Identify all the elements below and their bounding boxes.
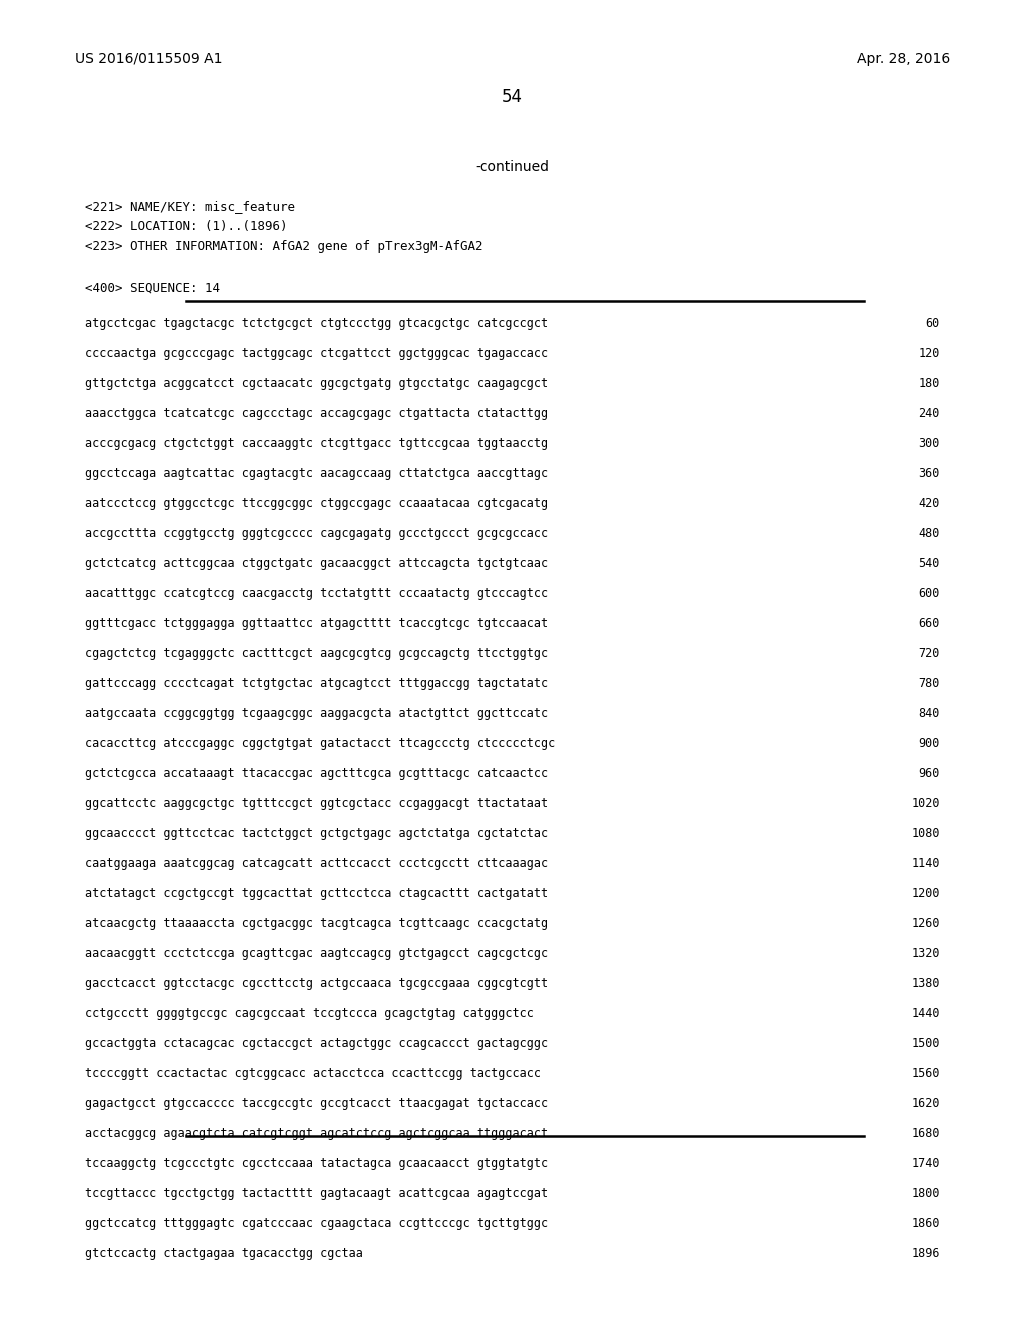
Text: gacctcacct ggtcctacgc cgccttcctg actgccaaca tgcgccgaaa cggcgtcgtt: gacctcacct ggtcctacgc cgccttcctg actgcca… <box>85 977 549 990</box>
Text: 54: 54 <box>502 88 522 106</box>
Text: 1440: 1440 <box>911 1007 940 1020</box>
Text: ggctccatcg tttgggagtc cgatcccaac cgaagctaca ccgttcccgc tgcttgtggc: ggctccatcg tttgggagtc cgatcccaac cgaagct… <box>85 1217 549 1230</box>
Text: gttgctctga acggcatcct cgctaacatc ggcgctgatg gtgcctatgc caagagcgct: gttgctctga acggcatcct cgctaacatc ggcgctg… <box>85 378 549 389</box>
Text: ggcctccaga aagtcattac cgagtacgtc aacagccaag cttatctgca aaccgttagc: ggcctccaga aagtcattac cgagtacgtc aacagcc… <box>85 467 549 480</box>
Text: cacaccttcg atcccgaggc cggctgtgat gatactacct ttcagccctg ctccccctcgc: cacaccttcg atcccgaggc cggctgtgat gatacta… <box>85 737 555 750</box>
Text: tccgttaccc tgcctgctgg tactactttt gagtacaagt acattcgcaa agagtccgat: tccgttaccc tgcctgctgg tactactttt gagtaca… <box>85 1187 549 1200</box>
Text: 660: 660 <box>919 616 940 630</box>
Text: aacaacggtt ccctctccga gcagttcgac aagtccagcg gtctgagcct cagcgctcgc: aacaacggtt ccctctccga gcagttcgac aagtcca… <box>85 946 549 960</box>
Text: ggtttcgacc tctgggagga ggttaattcc atgagctttt tcaccgtcgc tgtccaacat: ggtttcgacc tctgggagga ggttaattcc atgagct… <box>85 616 549 630</box>
Text: <400> SEQUENCE: 14: <400> SEQUENCE: 14 <box>85 282 220 294</box>
Text: ggcaacccct ggttcctcac tactctggct gctgctgagc agctctatga cgctatctac: ggcaacccct ggttcctcac tactctggct gctgctg… <box>85 828 549 840</box>
Text: 1896: 1896 <box>911 1247 940 1261</box>
Text: Apr. 28, 2016: Apr. 28, 2016 <box>857 51 950 66</box>
Text: atcaacgctg ttaaaaccta cgctgacggc tacgtcagca tcgttcaagc ccacgctatg: atcaacgctg ttaaaaccta cgctgacggc tacgtca… <box>85 917 549 931</box>
Text: 1500: 1500 <box>911 1038 940 1049</box>
Text: 1380: 1380 <box>911 977 940 990</box>
Text: ggcattcctc aaggcgctgc tgtttccgct ggtcgctacc ccgaggacgt ttactataat: ggcattcctc aaggcgctgc tgtttccgct ggtcgct… <box>85 797 549 810</box>
Text: 1800: 1800 <box>911 1187 940 1200</box>
Text: 900: 900 <box>919 737 940 750</box>
Text: 1080: 1080 <box>911 828 940 840</box>
Text: atgcctcgac tgagctacgc tctctgcgct ctgtccctgg gtcacgctgc catcgccgct: atgcctcgac tgagctacgc tctctgcgct ctgtccc… <box>85 317 549 330</box>
Text: aatgccaata ccggcggtgg tcgaagcggc aaggacgcta atactgttct ggcttccatc: aatgccaata ccggcggtgg tcgaagcggc aaggacg… <box>85 708 549 719</box>
Text: <222> LOCATION: (1)..(1896): <222> LOCATION: (1)..(1896) <box>85 220 288 234</box>
Text: gattcccagg cccctcagat tctgtgctac atgcagtcct tttggaccgg tagctatatc: gattcccagg cccctcagat tctgtgctac atgcagt… <box>85 677 549 690</box>
Text: 60: 60 <box>926 317 940 330</box>
Text: 1200: 1200 <box>911 887 940 900</box>
Text: 120: 120 <box>919 347 940 360</box>
Text: 780: 780 <box>919 677 940 690</box>
Text: 1740: 1740 <box>911 1158 940 1170</box>
Text: 1020: 1020 <box>911 797 940 810</box>
Text: 480: 480 <box>919 527 940 540</box>
Text: aaacctggca tcatcatcgc cagccctagc accagcgagc ctgattacta ctatacttgg: aaacctggca tcatcatcgc cagccctagc accagcg… <box>85 407 549 420</box>
Text: aacatttggc ccatcgtccg caacgacctg tcctatgttt cccaatactg gtcccagtcc: aacatttggc ccatcgtccg caacgacctg tcctatg… <box>85 587 549 601</box>
Text: 600: 600 <box>919 587 940 601</box>
Text: tccaaggctg tcgccctgtc cgcctccaaa tatactagca gcaacaacct gtggtatgtc: tccaaggctg tcgccctgtc cgcctccaaa tatacta… <box>85 1158 549 1170</box>
Text: 240: 240 <box>919 407 940 420</box>
Text: 960: 960 <box>919 767 940 780</box>
Text: -continued: -continued <box>475 160 549 174</box>
Text: ccccaactga gcgcccgagc tactggcagc ctcgattcct ggctgggcac tgagaccacc: ccccaactga gcgcccgagc tactggcagc ctcgatt… <box>85 347 549 360</box>
Text: 360: 360 <box>919 467 940 480</box>
Text: US 2016/0115509 A1: US 2016/0115509 A1 <box>75 51 222 66</box>
Text: 1560: 1560 <box>911 1067 940 1080</box>
Text: aatccctccg gtggcctcgc ttccggcggc ctggccgagc ccaaatacaa cgtcgacatg: aatccctccg gtggcctcgc ttccggcggc ctggccg… <box>85 498 549 510</box>
Text: 180: 180 <box>919 378 940 389</box>
Text: 1140: 1140 <box>911 857 940 870</box>
Text: accgccttta ccggtgcctg gggtcgcccc cagcgagatg gccctgccct gcgcgccacc: accgccttta ccggtgcctg gggtcgcccc cagcgag… <box>85 527 549 540</box>
Text: gtctccactg ctactgagaa tgacacctgg cgctaa: gtctccactg ctactgagaa tgacacctgg cgctaa <box>85 1247 364 1261</box>
Text: 1620: 1620 <box>911 1097 940 1110</box>
Text: acctacggcg agaacgtcta catcgtcggt agcatctccg agctcggcaa ttgggacact: acctacggcg agaacgtcta catcgtcggt agcatct… <box>85 1127 549 1140</box>
Text: 420: 420 <box>919 498 940 510</box>
Text: 720: 720 <box>919 647 940 660</box>
Text: gctctcatcg acttcggcaa ctggctgatc gacaacggct attccagcta tgctgtcaac: gctctcatcg acttcggcaa ctggctgatc gacaacg… <box>85 557 549 570</box>
Text: cgagctctcg tcgagggctc cactttcgct aagcgcgtcg gcgccagctg ttcctggtgc: cgagctctcg tcgagggctc cactttcgct aagcgcg… <box>85 647 549 660</box>
Text: gagactgcct gtgccacccc taccgccgtc gccgtcacct ttaacgagat tgctaccacc: gagactgcct gtgccacccc taccgccgtc gccgtca… <box>85 1097 549 1110</box>
Text: 1260: 1260 <box>911 917 940 931</box>
Text: 840: 840 <box>919 708 940 719</box>
Text: tccccggtt ccactactac cgtcggcacc actacctcca ccacttccgg tactgccacc: tccccggtt ccactactac cgtcggcacc actacctc… <box>85 1067 542 1080</box>
Text: 1320: 1320 <box>911 946 940 960</box>
Text: <223> OTHER INFORMATION: AfGA2 gene of pTrex3gM-AfGA2: <223> OTHER INFORMATION: AfGA2 gene of p… <box>85 240 482 253</box>
Text: atctatagct ccgctgccgt tggcacttat gcttcctcca ctagcacttt cactgatatt: atctatagct ccgctgccgt tggcacttat gcttcct… <box>85 887 549 900</box>
Text: caatggaaga aaatcggcag catcagcatt acttccacct ccctcgcctt cttcaaagac: caatggaaga aaatcggcag catcagcatt acttcca… <box>85 857 549 870</box>
Text: <221> NAME/KEY: misc_feature: <221> NAME/KEY: misc_feature <box>85 201 295 213</box>
Text: 540: 540 <box>919 557 940 570</box>
Text: acccgcgacg ctgctctggt caccaaggtc ctcgttgacc tgttccgcaa tggtaacctg: acccgcgacg ctgctctggt caccaaggtc ctcgttg… <box>85 437 549 450</box>
Text: 300: 300 <box>919 437 940 450</box>
Text: gccactggta cctacagcac cgctaccgct actagctggc ccagcaccct gactagcggc: gccactggta cctacagcac cgctaccgct actagct… <box>85 1038 549 1049</box>
Text: cctgccctt ggggtgccgc cagcgccaat tccgtccca gcagctgtag catgggctcc: cctgccctt ggggtgccgc cagcgccaat tccgtccc… <box>85 1007 535 1020</box>
Text: 1860: 1860 <box>911 1217 940 1230</box>
Text: gctctcgcca accataaagt ttacaccgac agctttcgca gcgtttacgc catcaactcc: gctctcgcca accataaagt ttacaccgac agctttc… <box>85 767 549 780</box>
Text: 1680: 1680 <box>911 1127 940 1140</box>
